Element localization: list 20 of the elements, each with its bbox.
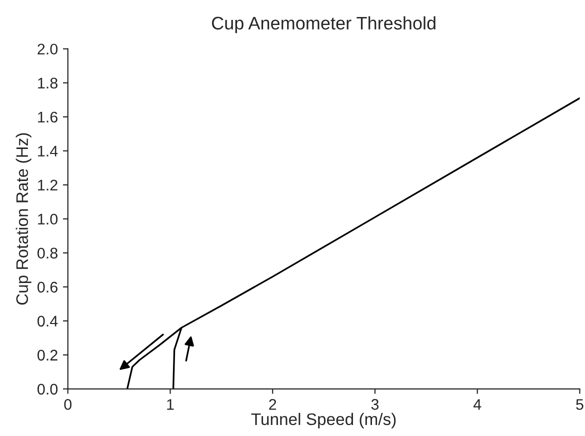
y-axis-title: Cup Rotation Rate (Hz) <box>16 133 32 305</box>
y-tick-label: 1.0 <box>38 214 58 225</box>
y-tick-label: 0.4 <box>38 316 58 327</box>
y-tick-label: 1.6 <box>38 112 58 123</box>
x-tick-label: 1 <box>167 399 174 410</box>
y-tick-label: 1.8 <box>38 78 58 89</box>
x-tick-label: 4 <box>473 399 482 410</box>
chart-title: Cup Anemometer Threshold <box>212 16 436 34</box>
y-tick-label: 2.0 <box>38 44 58 55</box>
x-tick-label: 5 <box>576 399 584 410</box>
x-tick-label: 3 <box>371 399 379 410</box>
y-tick-label: 0.8 <box>38 248 58 259</box>
x-tick-label: 2 <box>269 399 276 410</box>
y-tick-label: 1.2 <box>38 180 58 190</box>
y-tick-label: 0.2 <box>38 350 58 361</box>
y-tick-label: 1.4 <box>38 146 58 156</box>
x-tick-label: 0 <box>64 399 72 410</box>
x-axis-title: Tunnel Speed (m/s) <box>251 412 396 428</box>
y-tick-label: 0.0 <box>38 384 58 395</box>
y-tick-label: 0.6 <box>38 282 58 293</box>
